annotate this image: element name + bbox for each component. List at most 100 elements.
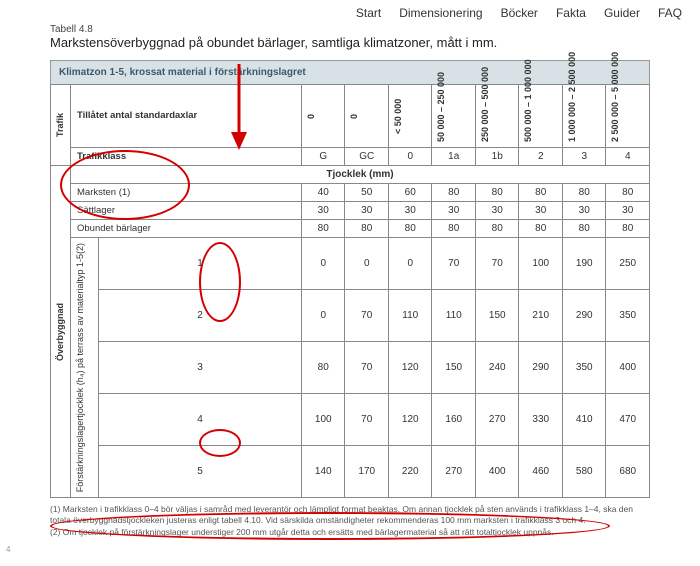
colhead-7: 2 500 000 – 5 000 000 — [608, 88, 622, 144]
cell: 30 — [562, 201, 606, 219]
colhead-2: < 50 000 — [391, 88, 405, 144]
cell-k: 5 — [99, 446, 302, 498]
tjocklek-head: Tjocklek (mm) — [71, 165, 650, 183]
cell: 4 — [606, 147, 650, 165]
cell: 410 — [562, 394, 606, 446]
footnote-2: (2) Om tjocklek på förstärkningslager un… — [50, 527, 650, 538]
cell-k: 3 — [99, 341, 302, 393]
nav-start[interactable]: Start — [356, 6, 381, 20]
section-tjocklek: Överbyggnad Tjocklek (mm) — [51, 165, 650, 183]
colhead-4: 250 000 – 500 000 — [478, 88, 492, 144]
row-label-marksten: Marksten (1) — [71, 183, 302, 201]
cell: 1a — [432, 147, 476, 165]
cell: 110 — [388, 289, 432, 341]
footnotes: (1) Marksten i trafikklass 0–4 bör välja… — [50, 504, 650, 538]
row-forstark-4: 4 100 70 120 160 270 330 410 470 — [51, 394, 650, 446]
cell: 680 — [606, 446, 650, 498]
nav-fakta[interactable]: Fakta — [556, 6, 586, 20]
cell: G — [301, 147, 345, 165]
cell: 0 — [388, 237, 432, 289]
cell: 80 — [301, 341, 345, 393]
cell: 70 — [345, 341, 389, 393]
row-label-sattlager: Sättlager — [71, 201, 302, 219]
colhead-1: 0 — [347, 88, 361, 144]
cell: 80 — [519, 183, 563, 201]
row-label-trafikklass: Trafikklass — [71, 147, 302, 165]
top-nav: Start Dimensionering Böcker Fakta Guider… — [0, 0, 700, 20]
cell: 120 — [388, 394, 432, 446]
nav-bocker[interactable]: Böcker — [501, 6, 538, 20]
cell: 70 — [345, 289, 389, 341]
cell: 270 — [432, 446, 476, 498]
row-marksten: Marksten (1) 40 50 60 80 80 80 80 80 — [51, 183, 650, 201]
nav-guider[interactable]: Guider — [604, 6, 640, 20]
cell: 70 — [475, 237, 519, 289]
cell: 330 — [519, 394, 563, 446]
cell: 110 — [432, 289, 476, 341]
cell: 80 — [388, 219, 432, 237]
cell: 80 — [301, 219, 345, 237]
cell: 580 — [562, 446, 606, 498]
cell: 120 — [388, 341, 432, 393]
cell: 220 — [388, 446, 432, 498]
colhead-6: 1 000 000 – 2 500 000 — [565, 88, 579, 144]
row-forstark-1: Förstärkningslagertjocklek (h₄) på terra… — [51, 237, 650, 289]
cell: 0 — [345, 237, 389, 289]
data-table: Trafik Tillåtet antal standardaxlar 0 0 … — [50, 84, 650, 498]
cell: 0 — [301, 289, 345, 341]
cell: 460 — [519, 446, 563, 498]
cell: 290 — [562, 289, 606, 341]
side-label-overbygg: Överbyggnad — [53, 301, 67, 363]
cell: 140 — [301, 446, 345, 498]
table-band-header: Klimatzon 1-5, krossat material i förstä… — [50, 60, 650, 84]
side-label-trafik: Trafik — [53, 111, 67, 139]
cell: 290 — [519, 341, 563, 393]
colhead-3: 50 000 – 250 000 — [434, 88, 448, 144]
cell: 50 — [345, 183, 389, 201]
header-row-trafikklass: Trafikklass G GC 0 1a 1b 2 3 4 — [51, 147, 650, 165]
cell: 70 — [432, 237, 476, 289]
row-sattlager: Sättlager 30 30 30 30 30 30 30 30 — [51, 201, 650, 219]
cell: 210 — [519, 289, 563, 341]
cell: 150 — [475, 289, 519, 341]
cell: 60 — [388, 183, 432, 201]
cell: 350 — [606, 289, 650, 341]
cell-k: 1 — [99, 237, 302, 289]
cell: 3 — [562, 147, 606, 165]
footnote-1: (1) Marksten i trafikklass 0–4 bör välja… — [50, 504, 650, 525]
cell: 30 — [519, 201, 563, 219]
cell: 160 — [432, 394, 476, 446]
cell-k: 4 — [99, 394, 302, 446]
row-label-tillatet: Tillåtet antal standardaxlar — [71, 84, 302, 147]
cell: 150 — [432, 341, 476, 393]
nav-faq[interactable]: FAQ — [658, 6, 682, 20]
colhead-5: 500 000 – 1 000 000 — [521, 88, 535, 144]
row-forstark-3: 3 80 70 120 150 240 290 350 400 — [51, 341, 650, 393]
cell: 0 — [388, 147, 432, 165]
cell: GC — [345, 147, 389, 165]
page-number: 4 — [6, 545, 10, 554]
cell: 80 — [475, 183, 519, 201]
cell: 30 — [345, 201, 389, 219]
cell: 0 — [301, 237, 345, 289]
cell: 400 — [475, 446, 519, 498]
cell: 80 — [519, 219, 563, 237]
cell: 100 — [301, 394, 345, 446]
cell: 400 — [606, 341, 650, 393]
cell: 30 — [475, 201, 519, 219]
row-forstark-2: 2 0 70 110 110 150 210 290 350 — [51, 289, 650, 341]
cell: 80 — [432, 183, 476, 201]
cell: 40 — [301, 183, 345, 201]
cell: 80 — [432, 219, 476, 237]
page-title: Markstensöverbyggnad på obundet bärlager… — [50, 35, 650, 52]
cell: 240 — [475, 341, 519, 393]
cell: 470 — [606, 394, 650, 446]
page-content: Tabell 4.8 Markstensöverbyggnad på obund… — [0, 20, 700, 538]
cell: 70 — [345, 394, 389, 446]
header-row-axlar: Trafik Tillåtet antal standardaxlar 0 0 … — [51, 84, 650, 147]
nav-dimensionering[interactable]: Dimensionering — [399, 6, 482, 20]
cell: 2 — [519, 147, 563, 165]
cell: 30 — [388, 201, 432, 219]
colhead-0: 0 — [304, 88, 318, 144]
cell: 80 — [606, 219, 650, 237]
